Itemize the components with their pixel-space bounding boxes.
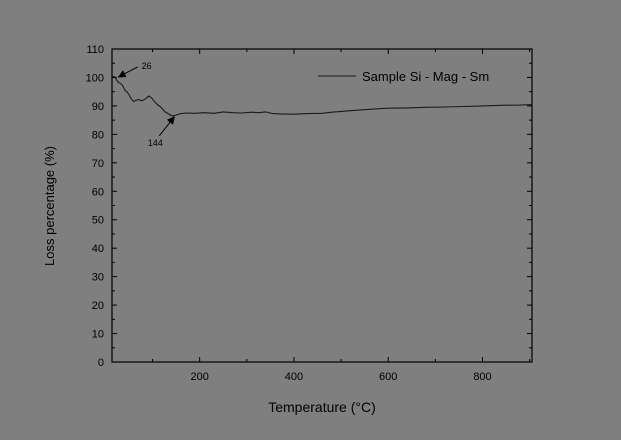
x-tick-label: 200 xyxy=(190,371,208,383)
x-tick-label: 400 xyxy=(285,371,303,383)
y-tick-label: 110 xyxy=(86,44,104,56)
x-tick-label: 800 xyxy=(473,371,491,383)
plot-frame xyxy=(111,48,533,363)
y-tick-label: 20 xyxy=(92,300,104,312)
x-axis-label: Temperature (°C) xyxy=(268,399,376,415)
y-tick-label: 100 xyxy=(86,72,104,84)
y-tick-label: 40 xyxy=(92,243,104,255)
y-tick-label: 30 xyxy=(92,272,104,284)
annotation-label: 144 xyxy=(148,138,163,148)
y-tick-label: 10 xyxy=(92,329,104,341)
y-tick-label: 60 xyxy=(92,186,104,198)
series-line-0 xyxy=(111,75,533,117)
y-tick-label: 70 xyxy=(92,158,104,170)
y-tick-label: 90 xyxy=(92,101,104,113)
y-tick-label: 50 xyxy=(92,215,104,227)
annotation-arrow xyxy=(117,66,138,78)
y-tick-label: 80 xyxy=(92,129,104,141)
annotation-label: 26 xyxy=(142,61,152,71)
legend-label: Sample Si - Mag - Sm xyxy=(362,69,489,84)
y-tick-label: 0 xyxy=(98,357,104,369)
x-tick-label: 600 xyxy=(379,371,397,383)
annotation-arrow xyxy=(158,116,175,137)
y-axis-label: Loss percentage (%) xyxy=(42,146,57,266)
